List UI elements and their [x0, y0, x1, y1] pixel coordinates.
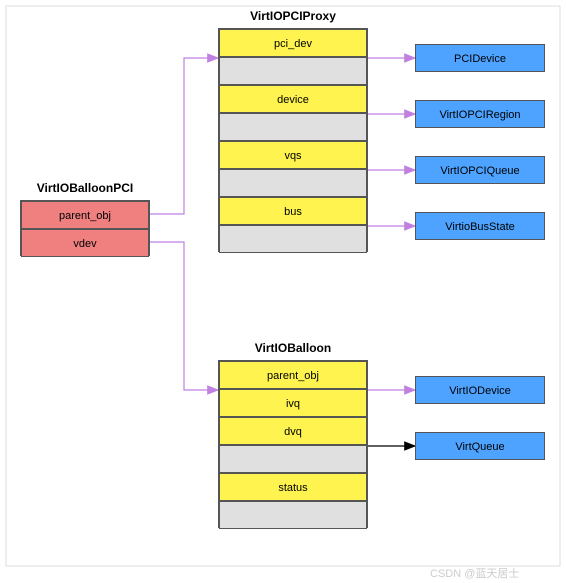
type-box: VirtioBusState — [415, 212, 545, 240]
attribution-text: CSDN @蓝天居士 — [430, 565, 519, 581]
struct-cell: vdev — [21, 229, 149, 257]
struct-cell — [219, 445, 367, 473]
struct-cell — [219, 225, 367, 253]
struct-cell: bus — [219, 197, 367, 225]
type-box: VirtIOPCIRegion — [415, 100, 545, 128]
struct-title: VirtIOBalloon — [219, 337, 367, 359]
type-box: VirtIODevice — [415, 376, 545, 404]
virtiopciproxy-struct: VirtIOPCIProxypci_devdevicevqsbus — [218, 28, 368, 252]
struct-cell — [219, 169, 367, 197]
struct-cell: parent_obj — [21, 201, 149, 229]
struct-cell: vqs — [219, 141, 367, 169]
struct-cell: device — [219, 85, 367, 113]
struct-title: VirtIOBalloonPCI — [21, 177, 149, 199]
struct-cell: status — [219, 473, 367, 501]
struct-cell: parent_obj — [219, 361, 367, 389]
struct-cell: ivq — [219, 389, 367, 417]
type-box: PCIDevice — [415, 44, 545, 72]
left-struct: VirtIOBalloonPCIparent_objvdev — [20, 200, 150, 256]
struct-title: VirtIOPCIProxy — [219, 5, 367, 27]
struct-cell: dvq — [219, 417, 367, 445]
type-box: VirtQueue — [415, 432, 545, 460]
virtioballoon-struct: VirtIOBalloonparent_objivqdvqstatus — [218, 360, 368, 528]
struct-cell — [219, 113, 367, 141]
struct-cell — [219, 501, 367, 529]
struct-cell — [219, 57, 367, 85]
type-box: VirtIOPCIQueue — [415, 156, 545, 184]
struct-cell: pci_dev — [219, 29, 367, 57]
